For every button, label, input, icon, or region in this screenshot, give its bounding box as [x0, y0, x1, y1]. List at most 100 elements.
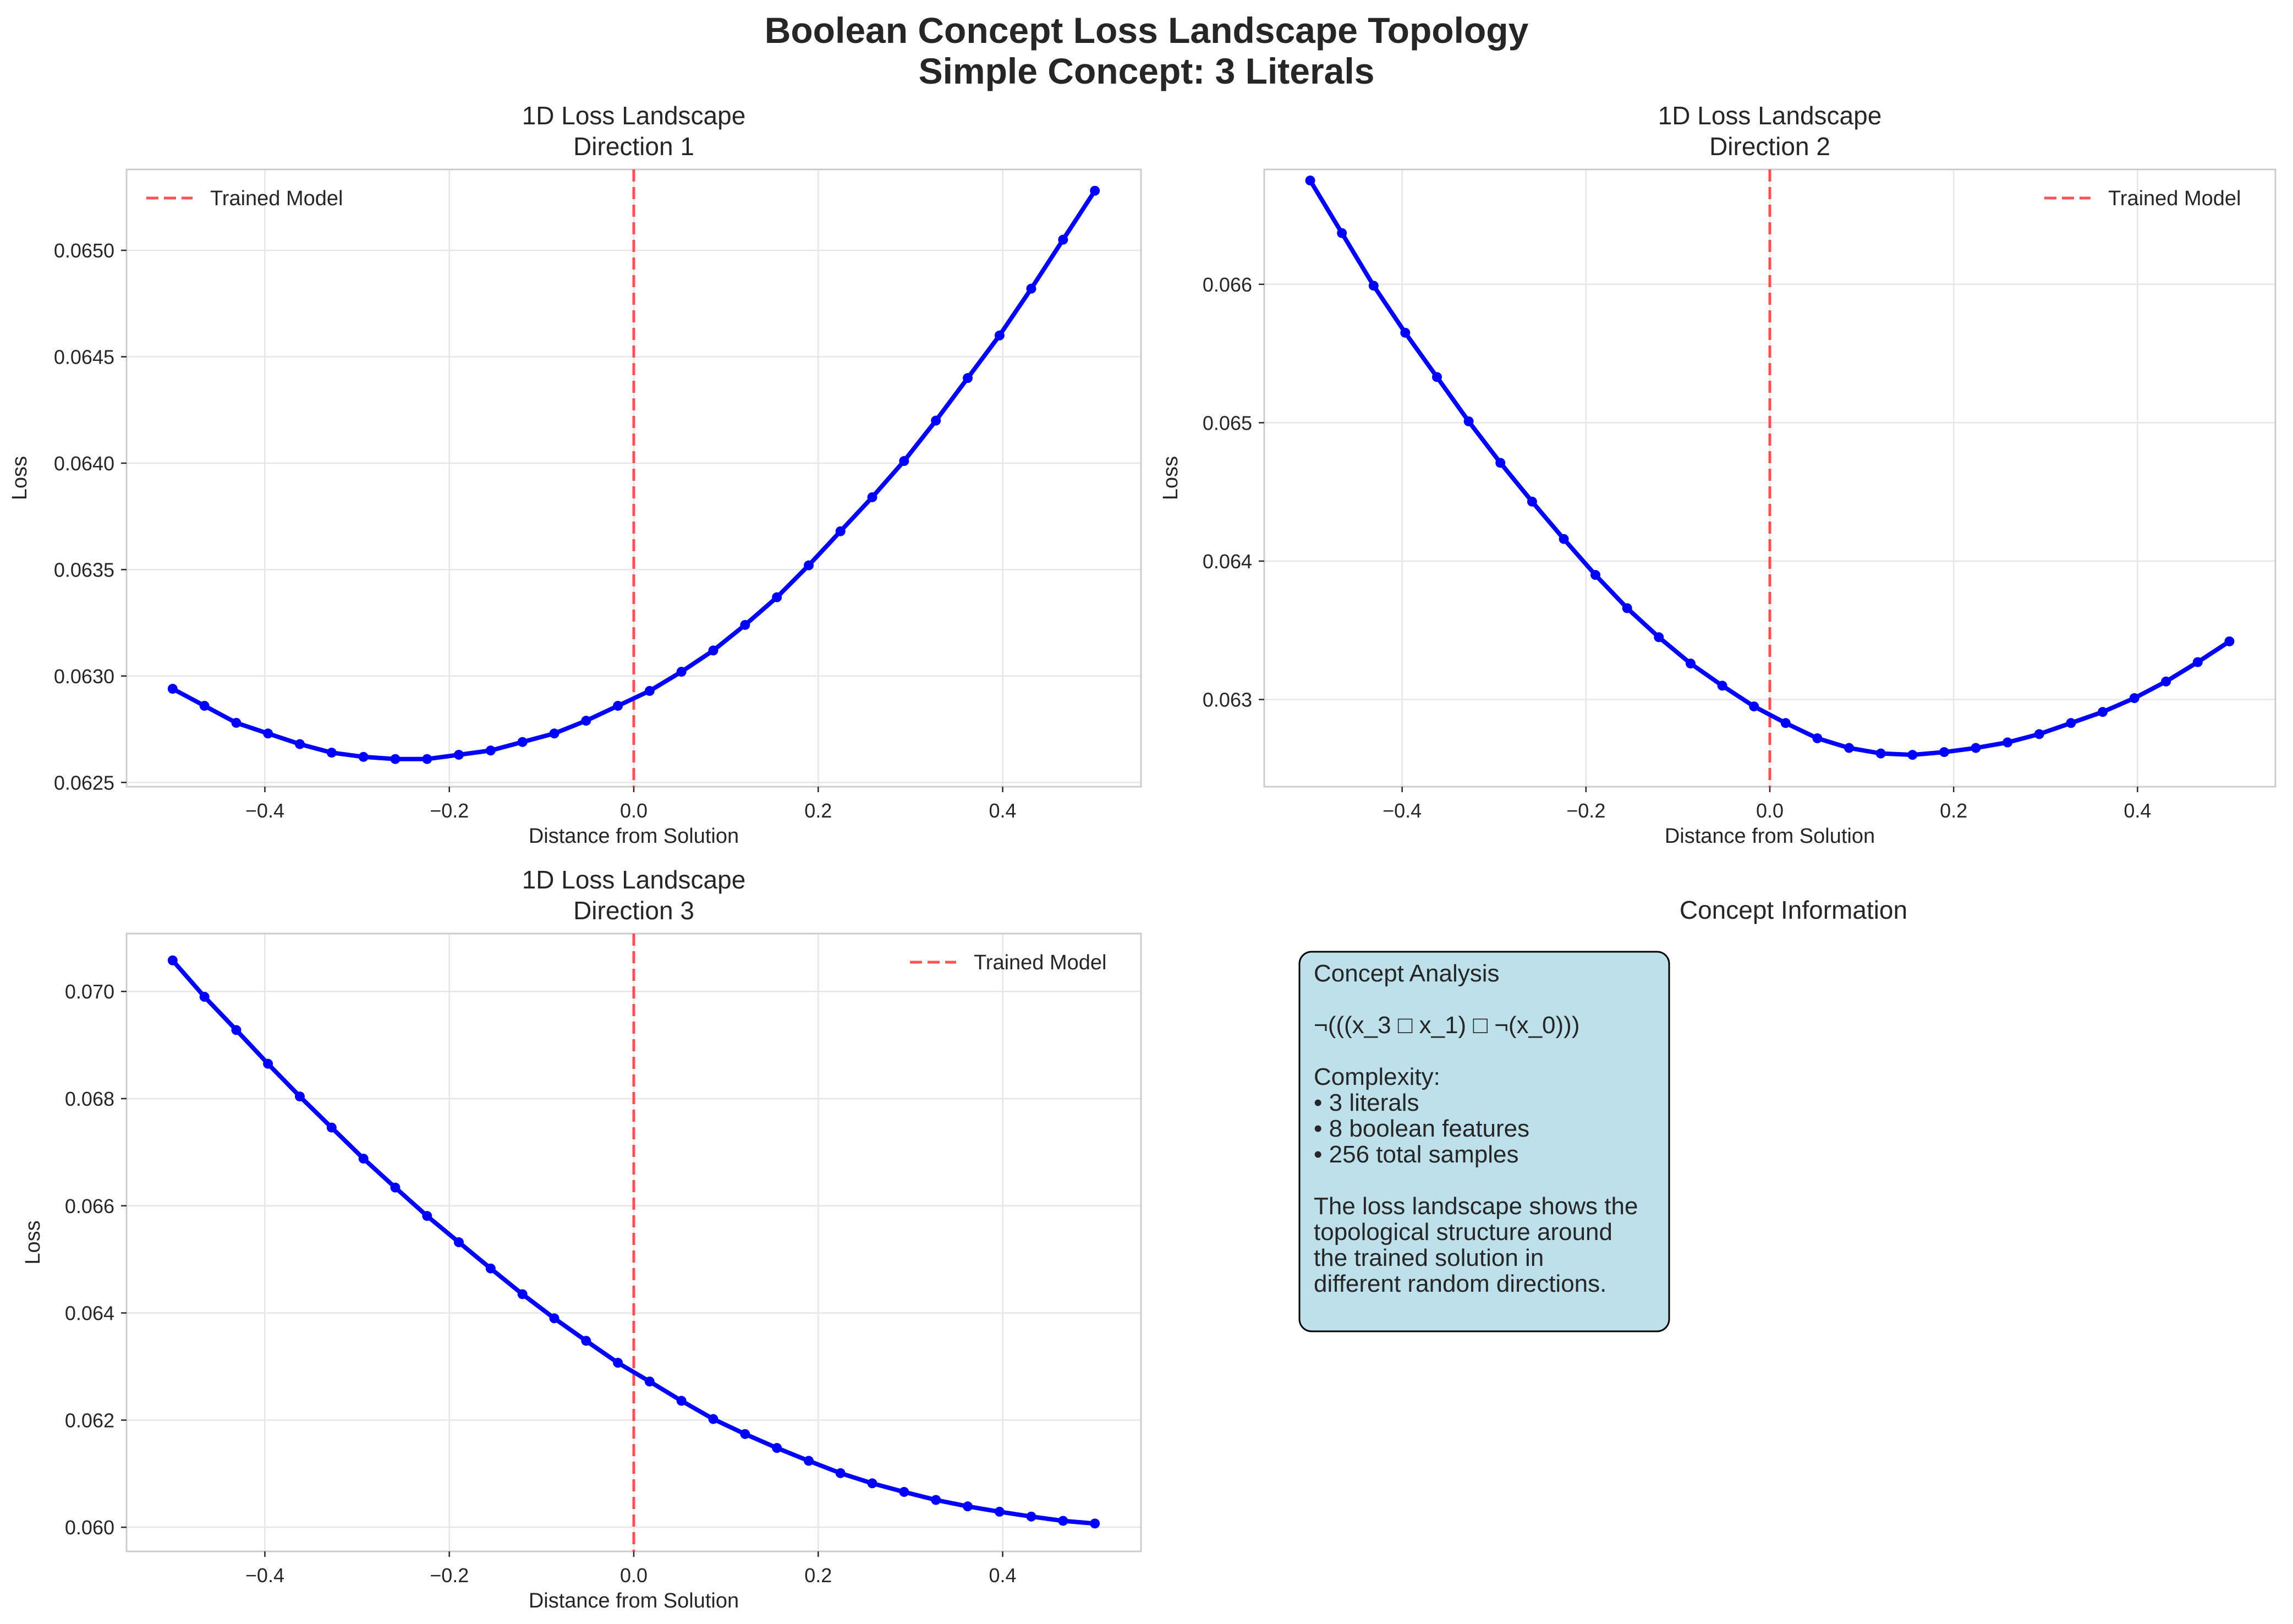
loss-data-point [326, 1122, 337, 1133]
x-tick-label: 0.2 [1940, 799, 1967, 822]
axes-title-line2: Direction 3 [573, 896, 694, 925]
loss-data-point [931, 1495, 941, 1505]
loss-data-point [644, 685, 655, 696]
axes-title-line2: Direction 2 [1709, 132, 1830, 161]
loss-data-point [835, 526, 846, 536]
loss-data-point [2066, 718, 2076, 728]
axes-title-line2: Direction 1 [573, 132, 694, 161]
loss-data-point [899, 456, 909, 467]
loss-data-point [2161, 676, 2171, 687]
loss-data-point [517, 737, 528, 747]
loss-data-point [1590, 570, 1601, 580]
x-tick-label: 0.2 [804, 1564, 832, 1587]
loss-data-point [326, 748, 337, 758]
y-tick-label: 0.065 [1203, 412, 1252, 434]
loss-data-point [485, 1263, 496, 1274]
axes-title-line1: 1D Loss Landscape [522, 101, 746, 130]
x-tick-label: −0.2 [430, 1564, 469, 1587]
y-tick-label: 0.0630 [54, 665, 114, 688]
loss-data-point [422, 754, 432, 764]
info-line: different random directions. [1314, 1270, 1606, 1297]
x-axis-label: Distance from Solution [529, 825, 739, 848]
x-tick-label: −0.2 [1566, 799, 1605, 822]
loss-data-point [422, 1211, 432, 1221]
loss-data-point [1090, 1518, 1100, 1529]
loss-data-point [581, 716, 591, 726]
x-tick-label: −0.4 [245, 1564, 284, 1587]
loss-data-point [1559, 534, 1569, 544]
x-tick-label: 0.0 [620, 799, 648, 822]
loss-data-point [390, 754, 401, 764]
y-tick-label: 0.070 [65, 980, 114, 1003]
loss-data-point [263, 1058, 273, 1069]
y-tick-label: 0.064 [1203, 550, 1252, 573]
loss-data-point [2192, 657, 2203, 667]
loss-data-point [1685, 659, 1696, 669]
loss-data-point [1654, 632, 1664, 643]
loss-data-point [231, 1025, 242, 1035]
loss-data-point [581, 1336, 591, 1346]
loss-data-point [804, 1456, 814, 1466]
loss-data-point [358, 1154, 369, 1164]
axes-title-line1: 1D Loss Landscape [1658, 101, 1882, 130]
loss-data-point [2034, 729, 2044, 739]
y-axis-label: Loss [21, 1220, 45, 1264]
loss-data-point [1090, 185, 1100, 196]
loss-data-point [867, 492, 877, 502]
loss-data-point [835, 1468, 846, 1478]
y-tick-label: 0.0645 [54, 345, 114, 368]
x-tick-label: 0.0 [1756, 799, 1784, 822]
loss-data-point [740, 619, 750, 630]
y-axis-label: Loss [1159, 456, 1182, 500]
loss-data-point [613, 700, 623, 711]
loss-data-point [1749, 701, 1759, 712]
loss-data-point [199, 700, 210, 711]
info-line: • 8 boolean features [1314, 1115, 1529, 1142]
x-axis-label: Distance from Solution [529, 1589, 739, 1612]
info-line: • 256 total samples [1314, 1141, 1519, 1168]
chart-panel-direction-1: −0.4 −0.2 0.0 0.2 0.4 0.0625 0.0630 0.0635 0.064… [8, 101, 1142, 848]
figure-title-line2: Simple Concept: 3 Literals [919, 51, 1375, 91]
loss-series-line [1308, 178, 2232, 758]
loss-data-point [1907, 750, 1918, 760]
loss-data-point [263, 728, 273, 739]
loss-data-point [1058, 1516, 1068, 1526]
y-axis-label: Loss [8, 456, 31, 500]
figure-title-line1: Boolean Concept Loss Landscape Topology [765, 10, 1529, 51]
y-tick-label: 0.060 [65, 1516, 114, 1539]
loss-data-point [1400, 327, 1411, 338]
loss-data-point [390, 1182, 401, 1193]
loss-data-point [931, 415, 941, 426]
x-tick-label: −0.2 [430, 799, 469, 822]
loss-data-point [963, 373, 973, 383]
loss-data-point [517, 1289, 528, 1299]
loss-data-point [708, 645, 718, 656]
x-tick-label: 0.4 [2124, 799, 2151, 822]
loss-data-point [772, 592, 782, 602]
loss-data-point [1368, 281, 1379, 291]
loss-data-point [1026, 283, 1036, 294]
loss-data-point [867, 1478, 877, 1489]
loss-data-point [549, 1313, 559, 1324]
loss-data-point [1844, 743, 1855, 753]
loss-data-point [740, 1429, 750, 1439]
loss-data-point [2129, 693, 2140, 703]
y-tick-label: 0.066 [65, 1195, 114, 1217]
loss-data-point [613, 1358, 623, 1368]
loss-data-point [549, 728, 559, 739]
loss-data-point [485, 745, 496, 756]
concept-info-panel: Concept Information Concept Analysis ¬(((… [1298, 896, 1907, 1332]
loss-data-point [1939, 747, 1949, 758]
loss-data-point [1622, 603, 1632, 613]
loss-data-point [1780, 718, 1791, 728]
info-line: the trained solution in [1314, 1244, 1544, 1271]
loss-data-point [167, 955, 178, 965]
loss-series-line [170, 188, 1098, 761]
loss-data-point [676, 1396, 687, 1406]
loss-data-point [1463, 416, 1474, 426]
loss-data-point [1026, 1511, 1036, 1522]
info-box [1298, 951, 1670, 1332]
loss-data-point [644, 1376, 655, 1387]
axes-title-line1: 1D Loss Landscape [522, 865, 746, 894]
